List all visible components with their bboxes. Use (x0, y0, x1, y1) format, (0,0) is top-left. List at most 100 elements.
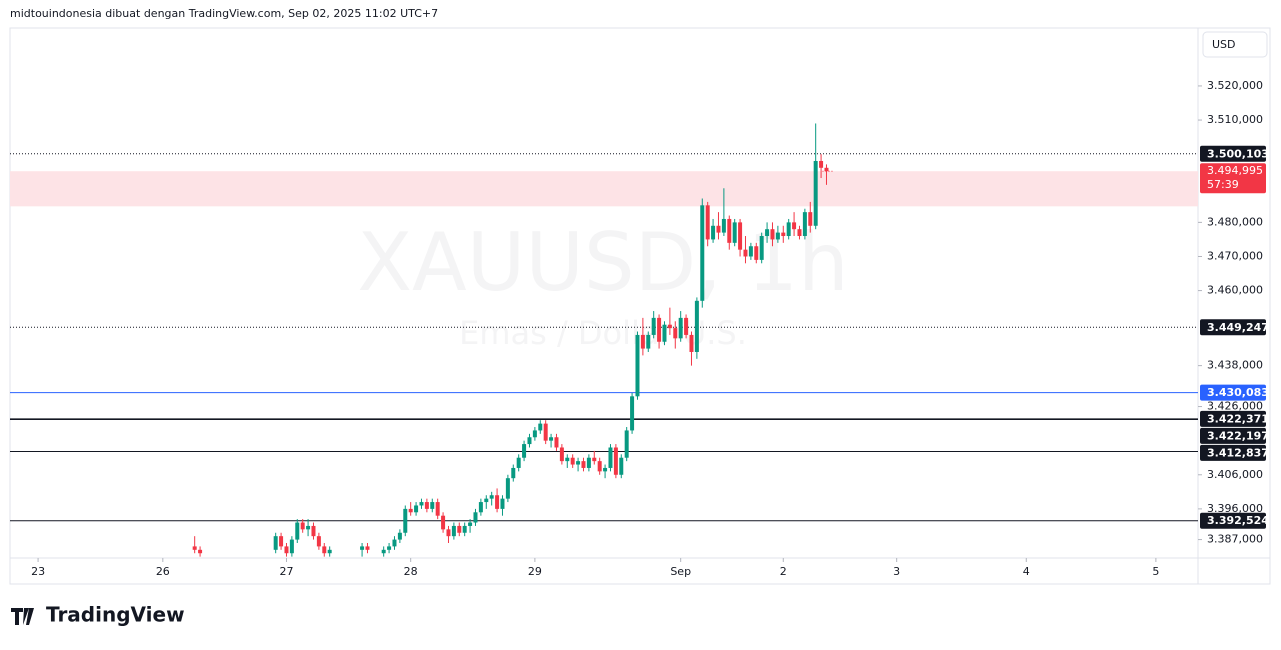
candle-body (316, 536, 321, 547)
candle-body (727, 218, 732, 243)
candle-body (559, 447, 564, 462)
y-tick-label: 3.426,000 (1207, 400, 1263, 413)
candle-body (457, 525, 462, 533)
candle-body (522, 444, 527, 458)
candle-body (592, 457, 597, 462)
candle-body (451, 525, 456, 537)
candle-body (435, 502, 440, 516)
y-tick-label: 3.396,000 (1207, 502, 1263, 515)
candle-body (484, 498, 489, 503)
candle-body (781, 232, 786, 237)
y-tick-label: 3.470,000 (1207, 249, 1263, 262)
candle-body (640, 334, 645, 349)
candle-body (662, 324, 667, 342)
price-tag (1200, 410, 1266, 427)
x-tick-label: 23 (31, 565, 45, 578)
candle-body (759, 236, 764, 260)
candle-body (279, 536, 284, 547)
price-tag (1200, 145, 1266, 162)
candle-body (468, 522, 473, 526)
candle-body (813, 160, 818, 226)
candle-body (613, 447, 618, 475)
x-tick-label: 2 (780, 565, 787, 578)
y-tick-label: 3.510,000 (1207, 113, 1263, 126)
candle-body (424, 502, 429, 509)
x-tick-label: 4 (1023, 565, 1030, 578)
candle-body (603, 467, 608, 472)
candle-body (446, 529, 451, 537)
y-tick-label: 3.480,000 (1207, 215, 1263, 228)
price-tag (1200, 444, 1266, 461)
candle-body (673, 328, 678, 339)
candle-body (754, 246, 759, 260)
candle-body (808, 212, 813, 226)
x-tick-label: 27 (279, 565, 293, 578)
header: midtouindonesia dibuat dengan TradingVie… (10, 7, 438, 20)
candle-body (192, 546, 197, 550)
candle-body (802, 212, 807, 237)
price-tag-label: 3.422,371 (1207, 412, 1269, 425)
candle-body (527, 437, 532, 445)
logo: TradingView (11, 603, 185, 627)
x-tick-label: 29 (528, 565, 542, 578)
last-price-tag (1200, 163, 1266, 194)
candle-body (273, 536, 278, 550)
candle-body (392, 539, 397, 547)
candle-body (775, 232, 780, 240)
candle-body (511, 467, 516, 479)
candle-body (700, 205, 705, 301)
candle-body (387, 546, 392, 550)
candle-body (651, 317, 656, 335)
currency-box[interactable] (1202, 31, 1268, 58)
candle-body (500, 498, 505, 509)
candle-body (381, 549, 386, 554)
logo-icon (11, 608, 34, 625)
candle-body (705, 205, 710, 240)
candle-body (489, 495, 494, 499)
candle-body (441, 515, 446, 530)
x-tick-label: 26 (156, 565, 170, 578)
candle-body (678, 317, 683, 339)
candle-body (694, 300, 699, 352)
candle-body (549, 437, 554, 441)
candle-body (397, 532, 402, 540)
price-tag-label: 3.412,837 (1207, 446, 1269, 459)
candle-body (786, 222, 791, 237)
candle-body (300, 522, 305, 530)
candle-body (462, 525, 467, 533)
price-tag-label: 3.430,083 (1207, 386, 1269, 399)
candle-body (408, 508, 413, 513)
candle-body (608, 447, 613, 468)
candle-body (721, 218, 726, 233)
y-tick-label: 3.438,000 (1207, 359, 1263, 372)
y-tick-label: 3.406,000 (1207, 468, 1263, 481)
candle-body (322, 546, 327, 554)
candle-body (619, 457, 624, 475)
candle-body (516, 457, 521, 468)
candle-body (289, 539, 294, 554)
candle-body (430, 502, 435, 509)
candle-body (684, 317, 689, 335)
candle-body (295, 522, 300, 540)
candle-body (797, 229, 802, 237)
candle-body (495, 495, 500, 509)
watermark-subtitle: Emas / Dollar U.S. (459, 314, 747, 352)
candle-body (792, 222, 797, 230)
candle-body (824, 167, 829, 172)
chart-frame (9, 27, 1271, 585)
price-tag-label: 3.449,247 (1207, 321, 1269, 334)
candle-body (311, 525, 316, 537)
candle-body (748, 246, 753, 257)
candle-body (554, 437, 559, 448)
price-tag (1200, 384, 1266, 401)
currency[interactable]: USD (1212, 38, 1236, 51)
price-tag-label: 3.500,103 (1207, 147, 1269, 160)
candle-body (597, 461, 602, 472)
candle-body (716, 225, 721, 233)
candle-body (635, 334, 640, 397)
candle-body (819, 160, 824, 168)
zone (10, 171, 1198, 207)
candle-body (743, 249, 748, 257)
